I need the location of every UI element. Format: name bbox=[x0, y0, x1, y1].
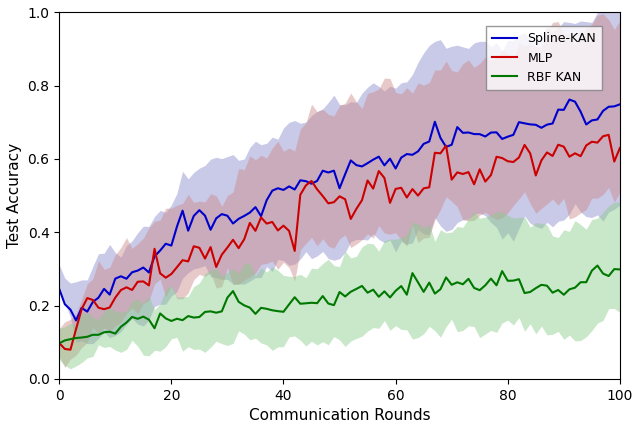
RBF KAN bbox=[616, 267, 624, 272]
MLP bbox=[100, 307, 108, 312]
RBF KAN bbox=[476, 288, 484, 293]
Spline-KAN bbox=[566, 97, 573, 102]
MLP bbox=[454, 170, 461, 175]
RBF KAN bbox=[313, 301, 321, 306]
Spline-KAN bbox=[56, 286, 63, 292]
RBF KAN bbox=[196, 314, 204, 319]
RBF KAN bbox=[594, 263, 602, 268]
RBF KAN bbox=[56, 341, 63, 346]
RBF KAN bbox=[95, 332, 102, 338]
MLP bbox=[56, 341, 63, 346]
Spline-KAN bbox=[454, 125, 461, 130]
Spline-KAN bbox=[319, 168, 326, 173]
X-axis label: Communication Rounds: Communication Rounds bbox=[249, 408, 430, 423]
MLP bbox=[201, 256, 209, 261]
MLP bbox=[397, 185, 405, 190]
MLP bbox=[67, 347, 74, 352]
Spline-KAN bbox=[201, 213, 209, 218]
RBF KAN bbox=[392, 288, 399, 293]
Y-axis label: Test Accuracy: Test Accuracy bbox=[7, 143, 22, 248]
MLP bbox=[481, 179, 489, 184]
Spline-KAN bbox=[481, 134, 489, 139]
Spline-KAN bbox=[72, 318, 80, 323]
RBF KAN bbox=[448, 282, 456, 287]
Legend: Spline-KAN, MLP, RBF KAN: Spline-KAN, MLP, RBF KAN bbox=[486, 26, 602, 90]
Spline-KAN bbox=[100, 286, 108, 292]
Spline-KAN bbox=[616, 102, 624, 107]
Line: Spline-KAN: Spline-KAN bbox=[60, 100, 620, 320]
MLP bbox=[605, 132, 612, 138]
Line: RBF KAN: RBF KAN bbox=[60, 266, 620, 343]
Line: MLP: MLP bbox=[60, 135, 620, 350]
Spline-KAN bbox=[397, 155, 405, 160]
MLP bbox=[616, 145, 624, 150]
MLP bbox=[319, 194, 326, 199]
